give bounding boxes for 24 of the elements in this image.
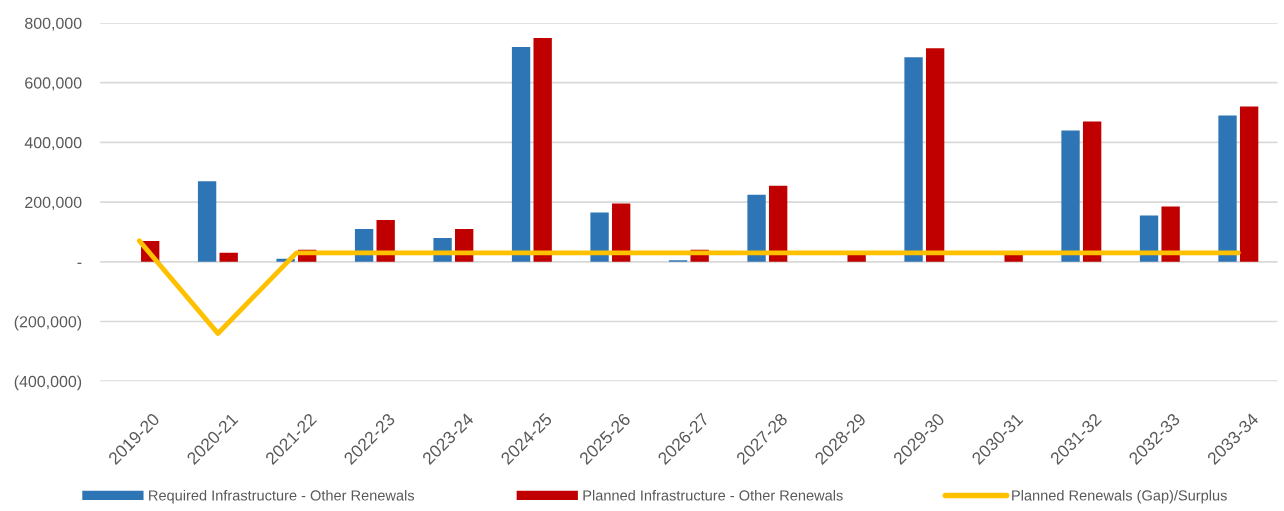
bar [1239, 106, 1259, 262]
y-tick-label: 800,000 [25, 17, 82, 31]
bar [1218, 115, 1237, 262]
bar [1061, 130, 1080, 262]
bar [219, 252, 238, 262]
bar [1082, 121, 1102, 262]
bar [1161, 206, 1180, 262]
y-tick-label: 600,000 [25, 77, 82, 91]
bar [747, 194, 766, 262]
y-tick-label: - [77, 262, 82, 264]
bar [533, 37, 552, 262]
bar [511, 46, 531, 262]
legend-label: Required Infrastructure - Other Renewals [149, 489, 415, 504]
y-tick-label: 200,000 [25, 196, 82, 210]
y-tick-label: (200,000) [14, 315, 82, 331]
bar [768, 185, 788, 262]
y-tick-label: 400,000 [24, 137, 82, 151]
legend-label: Planned Renewals (Gap)/Surplus [1012, 489, 1227, 504]
bar [590, 212, 609, 262]
bar [925, 48, 945, 262]
bar [904, 57, 923, 262]
bar [197, 181, 217, 262]
y-tick-label: (400,000) [14, 375, 82, 391]
legend-label: Planned Infrastructure - Other Renewals [583, 489, 843, 501]
